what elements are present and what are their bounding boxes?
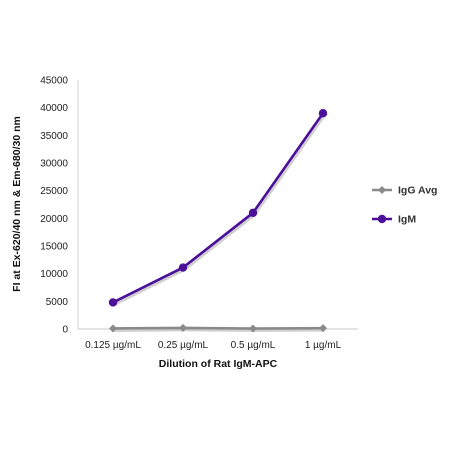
y-tick-label: 40000 [40, 103, 68, 114]
y-tick-label: 20000 [40, 214, 68, 225]
series-line-shadow [113, 114, 326, 306]
y-tick-label: 15000 [40, 242, 68, 253]
legend-item-igg-avg: IgG Avg [372, 185, 437, 197]
y-tick-labels: 0 5000 10000 15000 20000 25000 30000 35000 40000… [40, 76, 68, 336]
legend-label: IgM [398, 214, 416, 226]
data-point-igg-avg [319, 324, 327, 333]
x-axis-title: Dilution of Rat IgM-APC [159, 358, 278, 370]
data-point-igm [318, 109, 328, 118]
series-igg-avg [109, 323, 327, 333]
data-point-igg-avg [179, 323, 187, 332]
series-line-igm [112, 112, 325, 304]
y-tick-label: 45000 [40, 76, 68, 87]
x-tick-label: 0.125 µg/mL [85, 340, 141, 351]
series-line-shadow [114, 328, 325, 333]
x-tick-label: 1 µg/mL [305, 340, 342, 351]
series-igm [108, 109, 328, 307]
legend: IgG Avg IgM [372, 185, 437, 226]
data-point-igg-avg [249, 324, 257, 333]
data-point-igg-avg [109, 324, 117, 333]
y-tick-label: 30000 [40, 159, 68, 170]
x-tick-label: 0.5 µg/mL [231, 340, 276, 351]
legend-label: IgG Avg [398, 185, 437, 197]
y-tick-label: 35000 [40, 131, 68, 142]
legend-marker [377, 214, 387, 224]
series-line-igg-avg [112, 326, 324, 330]
y-axis-title: FI at Ex-620/40 nm & Em-680/30 nm [11, 116, 23, 292]
y-tick-label: 5000 [46, 297, 69, 308]
x-tick-label: 0.25 µg/mL [158, 340, 209, 351]
y-tick-label: 0 [62, 325, 68, 336]
data-point-igm [248, 208, 258, 217]
data-point-igm [178, 263, 188, 272]
y-tick-label: 10000 [40, 269, 68, 280]
x-tick-labels: 0.125 µg/mL 0.25 µg/mL 0.5 µg/mL 1 µg/mL [85, 340, 341, 351]
legend-marker [378, 186, 386, 194]
legend-item-igm: IgM [372, 214, 416, 226]
y-tick-label: 25000 [40, 186, 68, 197]
data-point-igm [108, 298, 118, 307]
series-layer [108, 109, 328, 333]
